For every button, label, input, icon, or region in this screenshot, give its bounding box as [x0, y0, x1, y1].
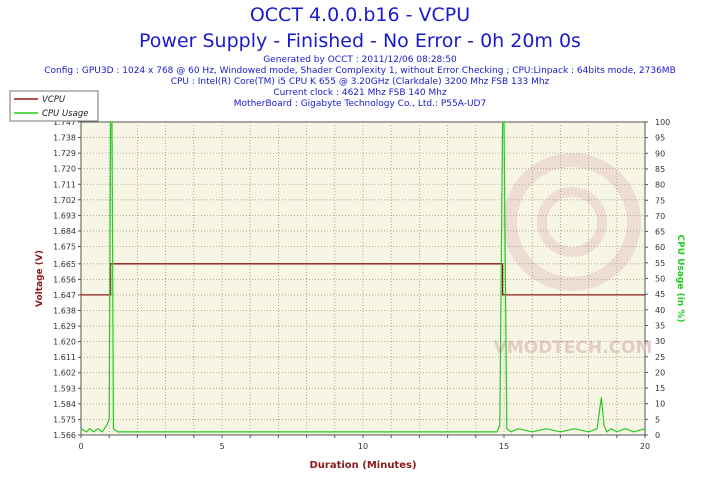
- watermark-ring: [503, 153, 641, 291]
- legend-box: [9, 90, 99, 122]
- info-clock: Current clock : 4621 Mhz FSB 140 Mhz: [273, 88, 447, 98]
- series-line-vcpu: [81, 263, 645, 296]
- y2-tick-label: 90: [655, 149, 665, 158]
- x-tick-label: 10: [358, 442, 368, 451]
- y2-axis-label: CPU Usage (in %): [675, 235, 685, 323]
- y2-tick-label: 100: [655, 118, 670, 127]
- y2-tick-label: 85: [655, 165, 665, 174]
- info-motherboard: MotherBoard : Gigabyte Technology Co., L…: [233, 99, 487, 109]
- info-cpu: CPU : Intel(R) Core(TM) i5 CPU K 655 @ 3…: [170, 77, 550, 87]
- y2-tick-label: 20: [655, 368, 665, 377]
- y-tick-label: 1.566: [53, 431, 76, 440]
- y-tick-label: 1.693: [53, 211, 76, 220]
- y2-tick-label: 65: [655, 228, 665, 237]
- y-tick-label: 1.638: [53, 306, 76, 315]
- y-tick-label: 1.593: [53, 384, 76, 393]
- y2-tick-label: 25: [655, 353, 665, 362]
- x-tick-label: 15: [499, 442, 509, 451]
- y-tick-label: 1.665: [53, 260, 76, 269]
- watermark-ring-inner: [537, 187, 607, 257]
- y2-tick-label: 55: [655, 259, 665, 268]
- y-tick-label: 1.656: [53, 275, 76, 284]
- y-tick-label: 1.684: [53, 227, 76, 236]
- x-tick-label: 5: [219, 442, 224, 451]
- y2-tick-label: 30: [655, 337, 665, 346]
- y-tick-label: 1.675: [53, 243, 76, 252]
- y-tick-label: 1.611: [53, 353, 76, 362]
- y-tick-label: 1.602: [53, 369, 76, 378]
- y2-tick-label: 35: [655, 321, 665, 330]
- y-tick-label: 1.647: [53, 291, 76, 300]
- y-tick-label: 1.711: [53, 180, 76, 189]
- y2-tick-label: 0: [655, 431, 660, 440]
- y-axis-label: Voltage (V): [35, 250, 45, 307]
- chart-title: OCCT 4.0.0.b16 - VCPU: [249, 4, 471, 26]
- y2-tick-label: 95: [655, 134, 665, 143]
- y2-tick-label: 15: [655, 384, 665, 393]
- watermark-text: VMODTECH.COM: [494, 338, 653, 358]
- x-axis-label: Duration (Minutes): [309, 460, 416, 471]
- y2-tick-label: 45: [655, 290, 665, 299]
- y-tick-label: 1.738: [53, 134, 76, 143]
- info-config: Config : GPU3D : 1024 x 768 @ 60 Hz, Win…: [44, 66, 676, 76]
- y2-tick-label: 75: [655, 196, 665, 205]
- y-tick-label: 1.620: [53, 338, 76, 347]
- x-tick-label: 0: [78, 442, 83, 451]
- info-generated: Generated by OCCT : 2011/12/06 08:28:50: [263, 55, 457, 65]
- y2-tick-label: 10: [655, 400, 665, 409]
- legend-label-vcpu: VCPU: [42, 95, 66, 105]
- chart-subtitle: Power Supply - Finished - No Error - 0h …: [139, 30, 581, 52]
- y2-tick-label: 50: [655, 275, 665, 284]
- x-tick-label: 20: [640, 442, 650, 451]
- y2-tick-label: 80: [655, 181, 665, 190]
- series-line-cpu-usage: [80, 121, 646, 433]
- y-tick-label: 1.629: [53, 322, 76, 331]
- y-tick-label: 1.747: [53, 118, 76, 127]
- y-tick-label: 1.729: [53, 149, 76, 158]
- y-tick-label: 1.575: [53, 415, 76, 424]
- y2-tick-label: 40: [655, 306, 665, 315]
- y2-tick-label: 60: [655, 243, 665, 252]
- y2-tick-label: 5: [655, 415, 660, 424]
- y2-tick-label: 70: [655, 212, 665, 221]
- legend-label-cpu-usage: CPU Usage: [42, 109, 88, 119]
- y-tick-label: 1.720: [53, 165, 76, 174]
- y-tick-label: 1.702: [53, 196, 76, 205]
- y-tick-label: 1.584: [53, 400, 76, 409]
